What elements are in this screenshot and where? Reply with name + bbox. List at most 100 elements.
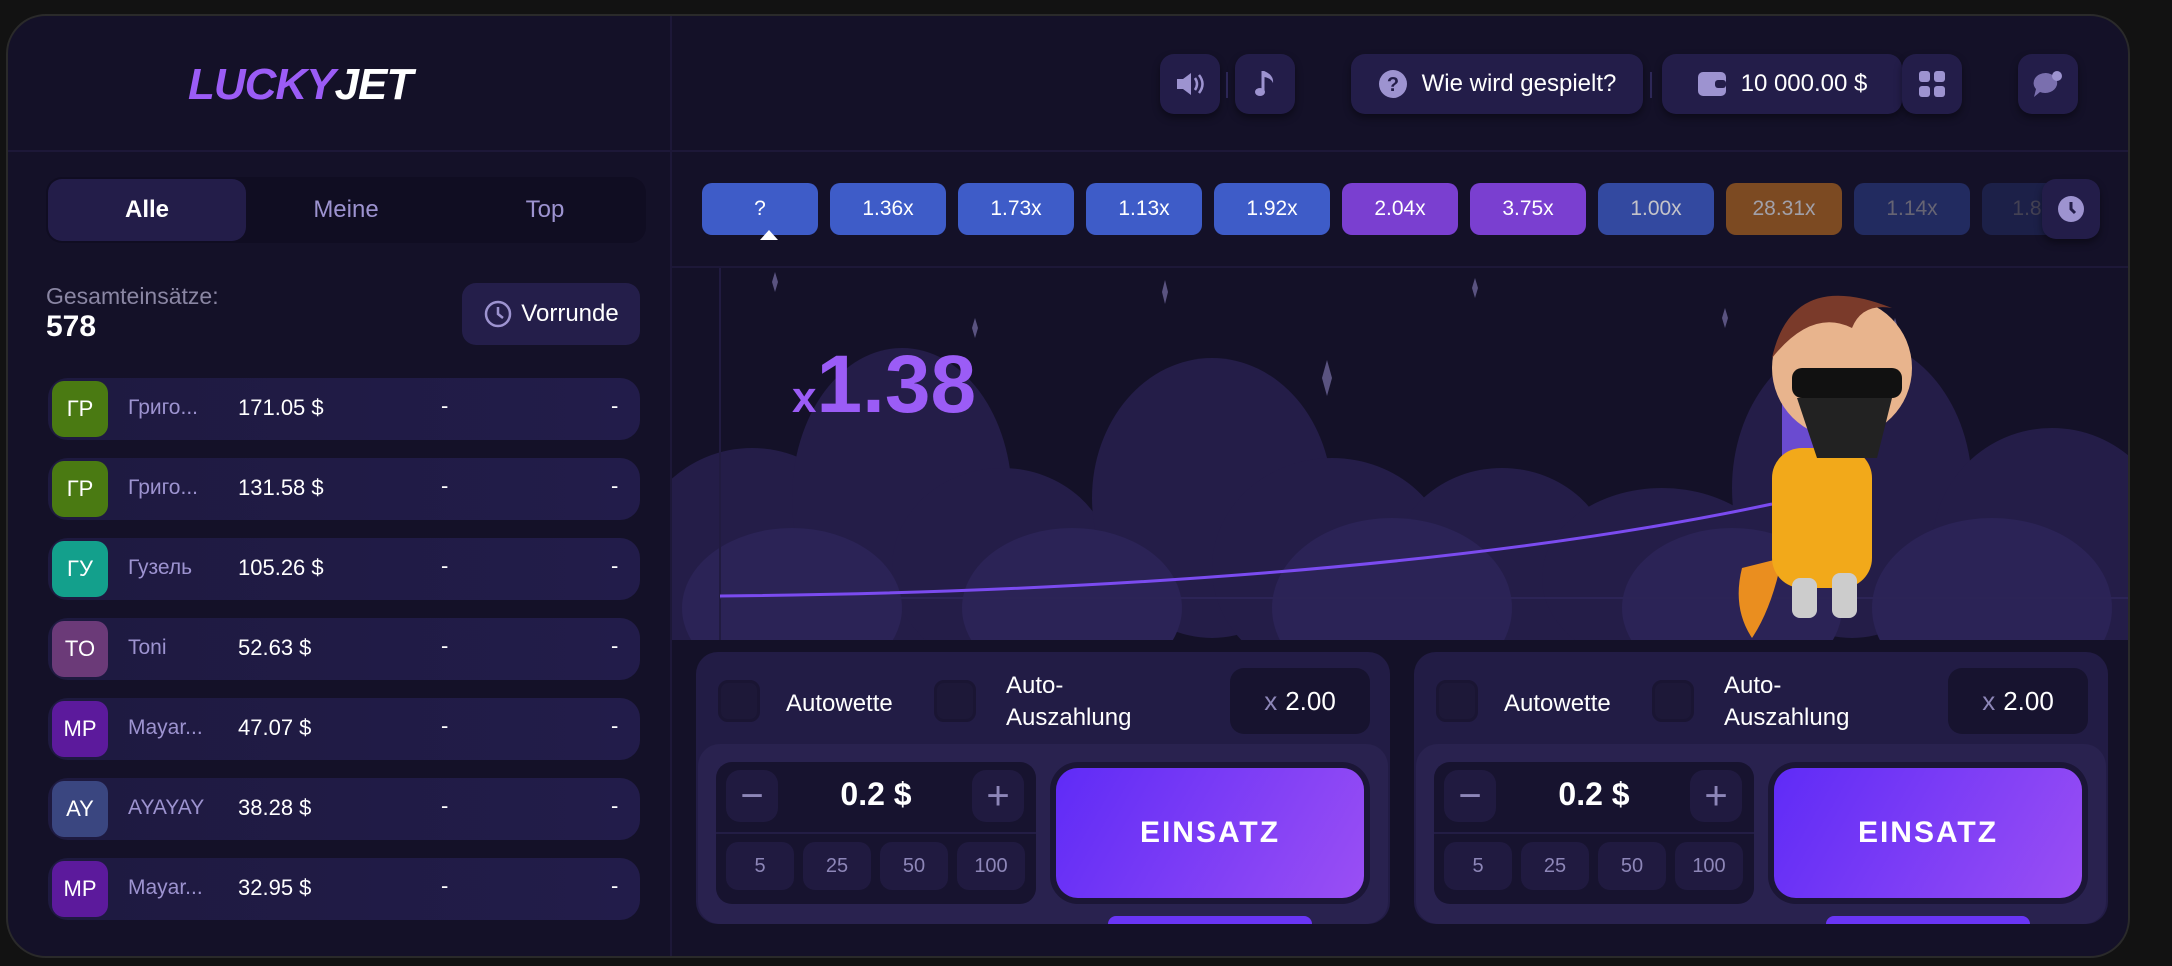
player-name: Toni bbox=[128, 636, 167, 659]
tab-top[interactable]: Top bbox=[525, 196, 565, 223]
bet-win: - bbox=[611, 553, 619, 578]
autobet-label: Autowette bbox=[786, 690, 893, 717]
balance-value: 10 000.00 $ bbox=[1740, 70, 1868, 97]
divider bbox=[1226, 72, 1228, 98]
speaker-icon bbox=[1177, 73, 1204, 95]
bet-row: ГР Григо... 131.58 $ - - bbox=[48, 458, 640, 520]
balance-display[interactable]: 10 000.00 $ bbox=[1662, 54, 1902, 114]
bet-coefficient: - bbox=[441, 873, 449, 898]
plus-icon[interactable]: + bbox=[972, 770, 1024, 822]
bet-win: - bbox=[611, 633, 619, 658]
history-chip[interactable]: 1.73x bbox=[958, 183, 1074, 235]
how-to-play-label: Wie wird gespielt? bbox=[1421, 70, 1617, 97]
bet-amount: 47.07 $ bbox=[238, 715, 312, 740]
chat-button[interactable] bbox=[2018, 54, 2078, 114]
chat-icon bbox=[2033, 71, 2062, 97]
bet-row: AY AYAYAY 38.28 $ - - bbox=[48, 778, 640, 840]
sound-button[interactable] bbox=[1160, 54, 1220, 114]
cashout-prefix: x bbox=[1982, 685, 1996, 716]
grid-icon bbox=[1919, 71, 1945, 97]
cashout-multiplier-input[interactable]: x 2.00 bbox=[1948, 668, 2088, 734]
history-button[interactable] bbox=[2042, 179, 2100, 239]
autobet-label: Autowette bbox=[1504, 690, 1611, 717]
music-button[interactable] bbox=[1235, 54, 1295, 114]
clock-icon bbox=[485, 300, 512, 328]
bet-amount: 32.95 $ bbox=[238, 875, 312, 900]
autocashout-label-line1: Auto- bbox=[1724, 672, 1782, 699]
bet-win: - bbox=[611, 713, 619, 738]
bet-coefficient: - bbox=[441, 473, 449, 498]
cashout-value: 2.00 bbox=[2003, 685, 2054, 716]
bet-amount: 105.26 $ bbox=[238, 555, 324, 580]
quick-amount-button[interactable]: 100 bbox=[957, 842, 1025, 890]
avatar: AY bbox=[52, 781, 108, 837]
stake-value[interactable]: 0.2 $ bbox=[1558, 776, 1630, 812]
history-chip[interactable]: 1.36x bbox=[830, 183, 946, 235]
autobet-checkbox[interactable] bbox=[1436, 680, 1478, 722]
tab-meine[interactable]: Meine bbox=[313, 196, 379, 223]
how-to-play-button[interactable]: ? Wie wird gespielt? bbox=[1351, 54, 1643, 114]
divider bbox=[1650, 72, 1652, 98]
minus-icon[interactable]: − bbox=[1444, 770, 1496, 822]
history-chip[interactable]: 1.00x bbox=[1598, 183, 1714, 235]
game-scene bbox=[672, 268, 2128, 640]
multiplier-prefix: x bbox=[792, 373, 817, 422]
bet-panel: Autowette Auto- Auszahlung x 2.00 − 0.2 $… bbox=[1414, 652, 2108, 924]
place-bet-button[interactable]: EINSATZ bbox=[1056, 768, 1364, 898]
stake-value[interactable]: 0.2 $ bbox=[840, 776, 912, 812]
history-chip[interactable]: ? bbox=[702, 183, 818, 235]
bet-coefficient: - bbox=[441, 553, 449, 578]
bet-panel: Autowette Auto- Auszahlung x 2.00 − 0.2 $… bbox=[696, 652, 1390, 924]
stake-stepper: − 0.2 $ + 5 25 50 100 bbox=[716, 762, 1036, 904]
menu-button[interactable] bbox=[1902, 54, 1962, 114]
logo: LUCKYJET bbox=[188, 60, 413, 110]
cashout-multiplier-input[interactable]: x 2.00 bbox=[1230, 668, 1370, 734]
bet-row: MP Mayar... 47.07 $ - - bbox=[48, 698, 640, 760]
stake-stepper: − 0.2 $ + 5 25 50 100 bbox=[1434, 762, 1754, 904]
autocashout-label-line2: Auszahlung bbox=[1724, 704, 1850, 731]
history-chip[interactable]: 3.75x bbox=[1470, 183, 1586, 235]
clock-icon bbox=[2058, 196, 2084, 222]
bet-amount: 131.58 $ bbox=[238, 475, 324, 500]
bet-coefficient: - bbox=[441, 713, 449, 738]
quick-amount-button[interactable]: 50 bbox=[880, 842, 948, 890]
bet-row: TO Toni 52.63 $ - - bbox=[48, 618, 640, 680]
place-bet-button[interactable]: EINSATZ bbox=[1774, 768, 2082, 898]
secondary-button-edge bbox=[1826, 916, 2030, 924]
jet-character bbox=[1738, 295, 1912, 638]
quick-amount-button[interactable]: 5 bbox=[1444, 842, 1512, 890]
flight-curve bbox=[719, 502, 1773, 598]
autobet-checkbox[interactable] bbox=[718, 680, 760, 722]
player-name: Григо... bbox=[128, 476, 198, 499]
total-bets-label: Gesamteinsätze: bbox=[46, 283, 219, 309]
cashout-value: 2.00 bbox=[1285, 685, 1336, 716]
history-chip[interactable]: 28.31x bbox=[1726, 183, 1842, 235]
minus-icon[interactable]: − bbox=[726, 770, 778, 822]
history-chip[interactable]: 1.13x bbox=[1086, 183, 1202, 235]
history-chip[interactable]: 2.04x bbox=[1342, 183, 1458, 235]
avatar: ГУ bbox=[52, 541, 108, 597]
quick-amount-button[interactable]: 5 bbox=[726, 842, 794, 890]
secondary-button-edge bbox=[1108, 916, 1312, 924]
bet-coefficient: - bbox=[441, 633, 449, 658]
player-name: Гузель bbox=[128, 556, 193, 579]
plus-icon[interactable]: + bbox=[1690, 770, 1742, 822]
quick-amount-button[interactable]: 50 bbox=[1598, 842, 1666, 890]
history-chip[interactable]: 1.14x bbox=[1854, 183, 1970, 235]
current-multiplier: x1.38 bbox=[792, 338, 976, 432]
bet-amount: 171.05 $ bbox=[238, 395, 324, 420]
quick-amount-button[interactable]: 100 bbox=[1675, 842, 1743, 890]
history-chip[interactable]: 1.92x bbox=[1214, 183, 1330, 235]
autocashout-checkbox[interactable] bbox=[1652, 680, 1694, 722]
tab-alle[interactable]: Alle bbox=[48, 179, 246, 241]
quick-amount-button[interactable]: 25 bbox=[1521, 842, 1589, 890]
bet-amount: 52.63 $ bbox=[238, 635, 312, 660]
bet-win: - bbox=[611, 473, 619, 498]
divider bbox=[670, 16, 672, 956]
wallet-icon bbox=[1697, 72, 1726, 96]
quick-amount-button[interactable]: 25 bbox=[803, 842, 871, 890]
previous-round-button[interactable]: Vorrunde bbox=[462, 283, 640, 345]
game-canvas: x1.38 bbox=[672, 268, 2128, 640]
autocashout-checkbox[interactable] bbox=[934, 680, 976, 722]
stake-section: − 0.2 $ + 5 25 50 100 EINSATZ bbox=[698, 744, 1388, 924]
